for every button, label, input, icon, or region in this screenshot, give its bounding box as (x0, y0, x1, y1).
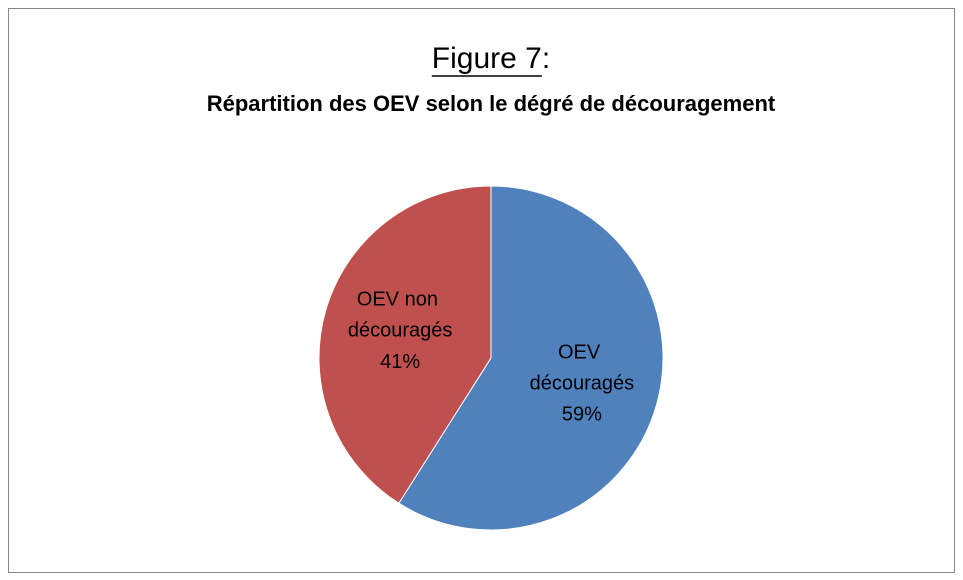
pie-slice (318, 185, 492, 504)
pie-slice (398, 185, 664, 531)
slice-value-label: 41% (380, 351, 420, 373)
slice-label: OEV découragés (530, 342, 635, 395)
chart-title: Figure 7: (432, 42, 550, 75)
slice-label: OEV non découragés (348, 289, 453, 342)
chart-subtitle: Répartition des OEV selon le dégré de dé… (207, 91, 776, 116)
slice-value-label: 59% (562, 404, 602, 426)
